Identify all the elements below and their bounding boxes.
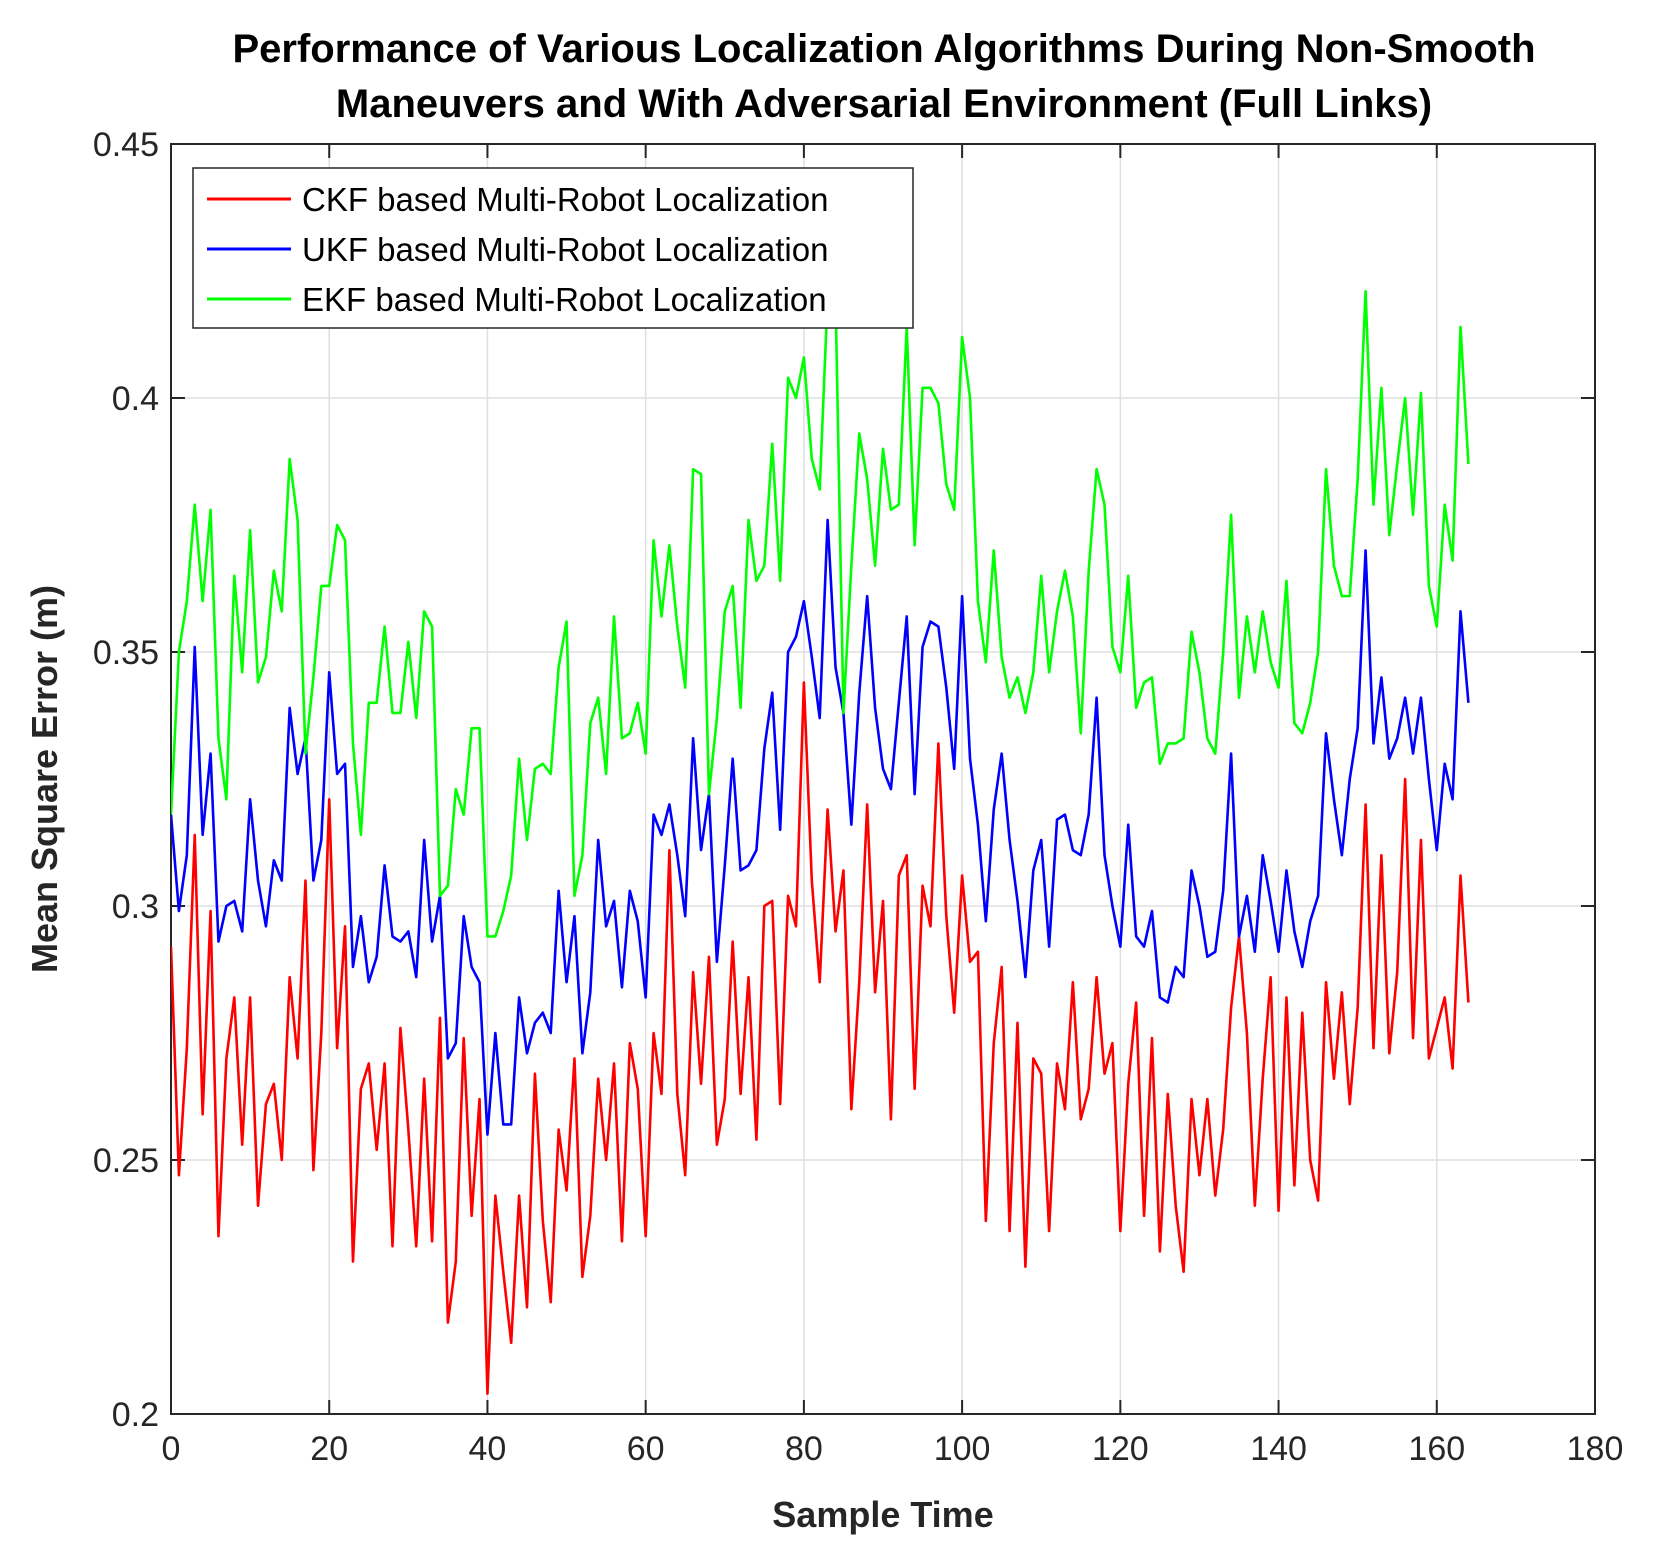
y-tick-label: 0.2: [112, 1396, 159, 1434]
x-tick-label: 0: [162, 1430, 181, 1468]
x-tick-label: 100: [934, 1430, 991, 1468]
y-tick-label: 0.25: [93, 1142, 159, 1180]
x-tick-label: 160: [1408, 1430, 1465, 1468]
legend: CKF based Multi-Robot Localization UKF b…: [192, 167, 914, 329]
chart-title-line-2: Maneuvers and With Adversarial Environme…: [336, 82, 1432, 126]
series-line-ekf: [171, 290, 1470, 938]
x-tick-label: 140: [1250, 1430, 1307, 1468]
x-tick-label: 180: [1567, 1430, 1624, 1468]
x-tick-label: 40: [469, 1430, 507, 1468]
x-tick-label: 120: [1092, 1430, 1149, 1468]
series-lines: [171, 290, 1470, 1395]
x-tick-label: 60: [627, 1430, 665, 1468]
series-line-ckf: [171, 681, 1470, 1395]
series-line-ukf: [171, 518, 1470, 1136]
legend-label-ekf: EKF based Multi-Robot Localization: [302, 281, 827, 318]
y-tick-label: 0.4: [112, 380, 159, 418]
legend-box: [192, 167, 914, 329]
y-tick-label: 0.45: [93, 126, 159, 164]
legend-label-ckf: CKF based Multi-Robot Localization: [302, 181, 828, 218]
chart-title-line-1: Performance of Various Localization Algo…: [232, 27, 1535, 71]
plot-area-frame: [170, 143, 1596, 1415]
y-tick-label: 0.35: [93, 634, 159, 672]
x-axis-label: Sample Time: [772, 1494, 993, 1535]
y-axis-label: Mean Square Error (m): [24, 585, 65, 973]
y-tick-label: 0.3: [112, 888, 159, 926]
x-tick-label: 80: [785, 1430, 823, 1468]
axis-ticks: 0 20 40 60 80 100 120 140 160 180 0.2 0.25 0.3 0.35 0.…: [93, 126, 1624, 1468]
x-tick-label: 20: [310, 1430, 348, 1468]
legend-label-ukf: UKF based Multi-Robot Localization: [302, 231, 828, 268]
